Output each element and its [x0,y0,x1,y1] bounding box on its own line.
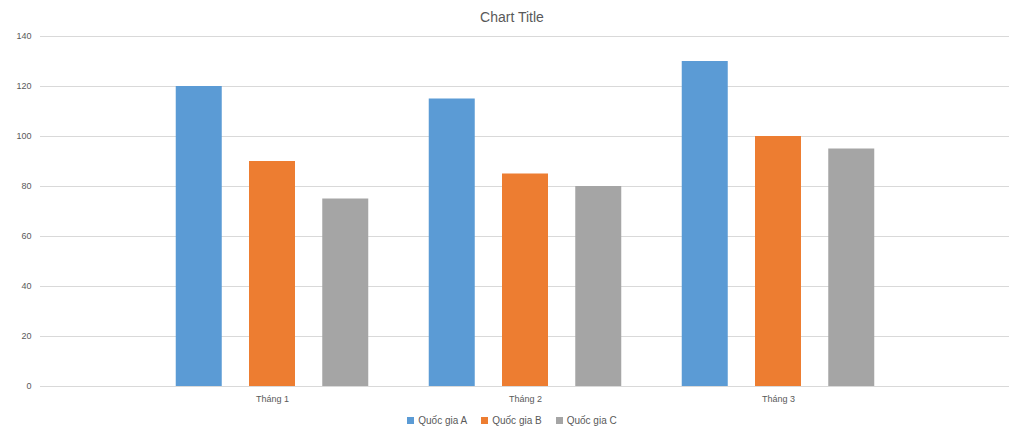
svg-text:0: 0 [26,381,31,391]
svg-text:40: 40 [21,281,31,291]
svg-text:Tháng 1: Tháng 1 [256,394,289,404]
html-text:Quốc gia A: Quốc gia A [418,414,468,426]
html-text:Chart Title: Chart Title [480,9,544,25]
svg-text:120: 120 [16,81,31,91]
html-text:Quốc gia B: Quốc gia B [492,414,542,426]
svg-text:Tháng 3: Tháng 3 [762,394,795,404]
svg-text:60: 60 [21,231,31,241]
svg-text:140: 140 [16,31,31,41]
html-text:Quốc gia C: Quốc gia C [566,414,617,426]
svg-text:100: 100 [16,131,31,141]
svg-text:Tháng 2: Tháng 2 [509,394,542,404]
svg-text:80: 80 [21,181,31,191]
svg-text:20: 20 [21,331,31,341]
